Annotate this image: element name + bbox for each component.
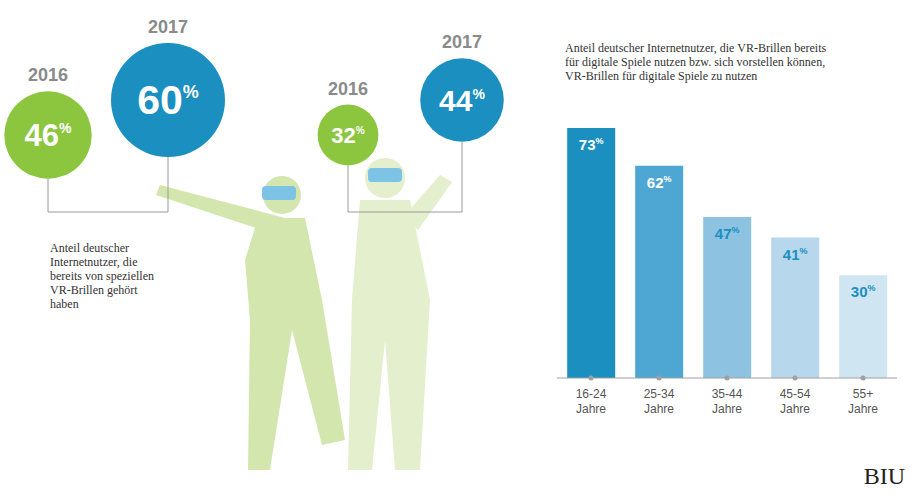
- svg-text:35-44Jahre: 35-44Jahre: [712, 387, 743, 416]
- svg-text:16-24Jahre: 16-24Jahre: [576, 387, 607, 416]
- svg-text:Anteil deutscher Internetnutze: Anteil deutscher Internetnutzer, die VR-…: [565, 41, 827, 83]
- svg-text:47%: 47%: [715, 225, 740, 242]
- svg-text:32%: 32%: [331, 123, 364, 148]
- svg-text:Anteil deutscherInternetnutzer: Anteil deutscherInternetnutzer, dieberei…: [50, 241, 154, 311]
- svg-text:2017: 2017: [148, 17, 188, 37]
- svg-text:46%: 46%: [25, 118, 72, 153]
- svg-text:62%: 62%: [647, 174, 672, 191]
- svg-text:2016: 2016: [28, 65, 68, 85]
- svg-text:30%: 30%: [851, 283, 876, 300]
- svg-text:60%: 60%: [137, 77, 199, 123]
- svg-text:25-34Jahre: 25-34Jahre: [644, 387, 675, 416]
- svg-text:45-54Jahre: 45-54Jahre: [780, 387, 811, 416]
- svg-text:73%: 73%: [579, 136, 604, 153]
- svg-text:2017: 2017: [442, 32, 482, 52]
- svg-text:44%: 44%: [439, 84, 485, 117]
- svg-text:2016: 2016: [328, 79, 368, 99]
- svg-text:BIU: BIU: [864, 463, 905, 489]
- svg-text:41%: 41%: [783, 246, 808, 263]
- svg-text:55+Jahre: 55+Jahre: [848, 387, 878, 416]
